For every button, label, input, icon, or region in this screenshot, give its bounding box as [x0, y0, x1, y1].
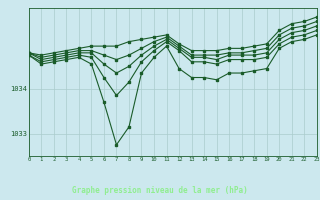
Text: Graphe pression niveau de la mer (hPa): Graphe pression niveau de la mer (hPa)	[72, 186, 248, 195]
